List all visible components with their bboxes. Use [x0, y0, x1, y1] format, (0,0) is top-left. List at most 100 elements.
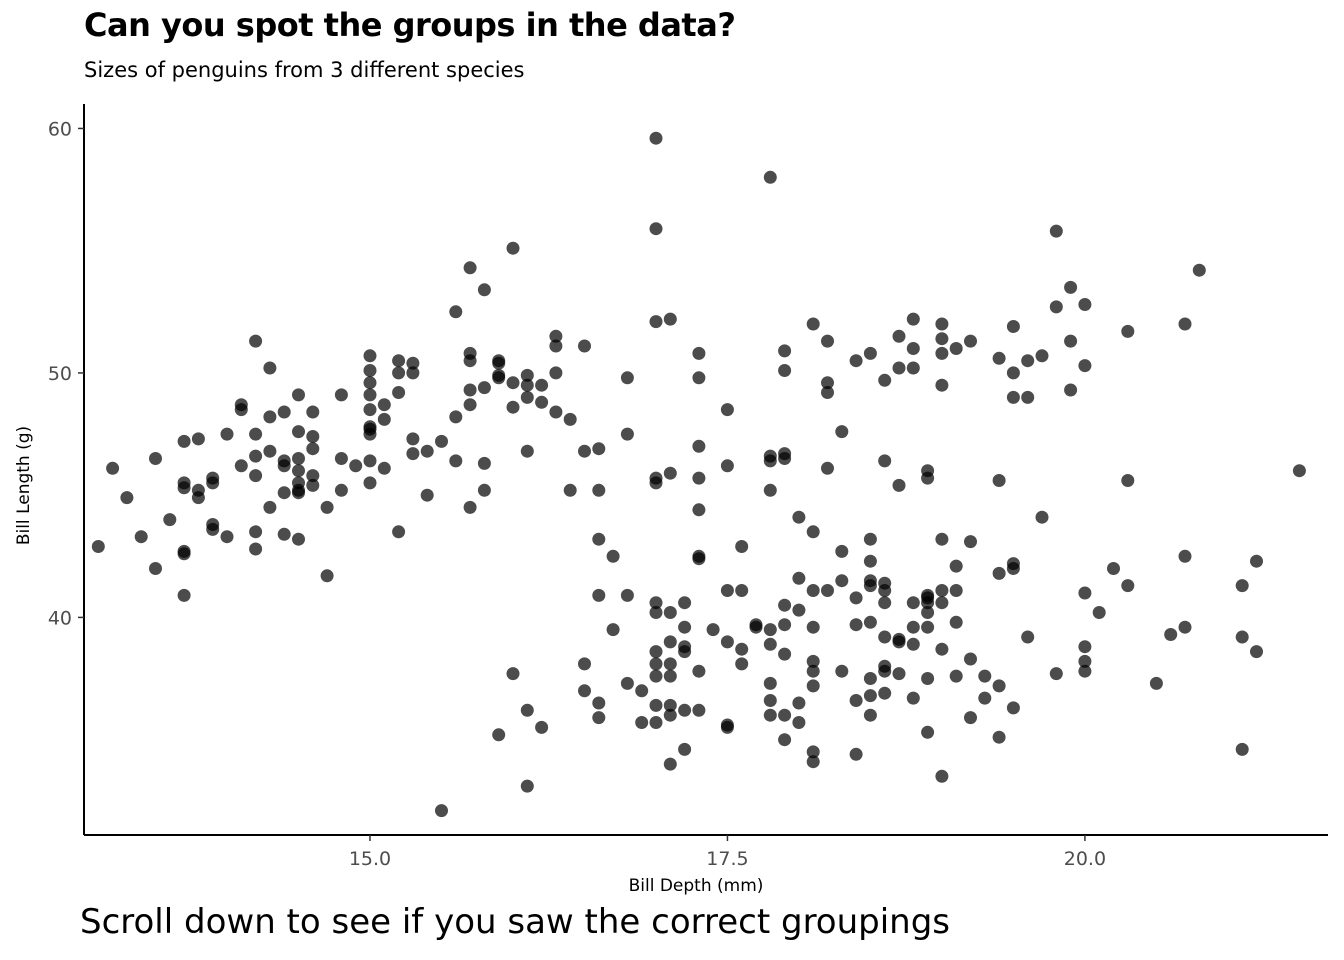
data-point — [306, 430, 320, 443]
data-point — [1021, 390, 1035, 404]
data-point — [234, 459, 248, 473]
data-point — [735, 642, 749, 656]
data-point — [935, 642, 949, 656]
data-point — [806, 654, 820, 668]
data-point — [377, 461, 391, 475]
data-point — [592, 442, 606, 456]
data-point — [935, 317, 949, 331]
data-point — [177, 434, 191, 448]
data-point — [849, 618, 863, 632]
data-point — [306, 469, 320, 483]
data-point — [863, 346, 877, 360]
data-point — [792, 716, 806, 729]
data-point — [706, 623, 720, 637]
data-point — [520, 703, 534, 717]
data-point — [878, 584, 892, 597]
data-point — [806, 317, 820, 331]
data-point — [678, 703, 692, 717]
data-point — [663, 698, 677, 712]
data-point — [563, 483, 577, 497]
data-point — [992, 679, 1006, 693]
data-point — [763, 623, 777, 637]
data-point — [234, 403, 248, 417]
data-point — [806, 755, 820, 769]
data-point — [249, 334, 263, 348]
data-point — [606, 549, 620, 563]
data-point — [120, 491, 134, 505]
data-point — [449, 454, 463, 468]
data-point — [306, 478, 320, 492]
data-point — [463, 354, 477, 368]
data-point — [306, 442, 320, 456]
data-point — [978, 669, 992, 683]
chart-title: Can you spot the groups in the data? — [84, 6, 736, 44]
y-tick-label: 40 — [48, 607, 72, 629]
data-point — [863, 672, 877, 685]
data-point — [849, 694, 863, 707]
data-point — [1006, 390, 1020, 404]
data-point — [692, 503, 706, 517]
data-point — [935, 596, 949, 610]
data-point — [477, 483, 491, 497]
data-point — [863, 532, 877, 546]
data-point — [1049, 224, 1063, 238]
data-point — [806, 664, 820, 678]
data-point — [1235, 742, 1249, 756]
data-point — [678, 742, 692, 756]
data-point — [720, 635, 734, 649]
data-point — [863, 554, 877, 568]
data-point — [392, 386, 406, 399]
data-point — [1121, 579, 1135, 593]
data-point — [849, 354, 863, 368]
data-point — [649, 669, 663, 683]
data-point — [220, 530, 234, 544]
data-point — [392, 366, 406, 380]
data-point — [806, 525, 820, 539]
data-point — [906, 691, 920, 705]
data-point — [578, 339, 591, 353]
data-point — [206, 476, 220, 490]
data-point — [849, 591, 863, 605]
data-point — [91, 540, 105, 553]
data-point — [320, 500, 334, 514]
data-point — [921, 672, 935, 685]
data-point — [149, 452, 162, 465]
data-point — [620, 588, 634, 602]
data-point — [720, 720, 734, 734]
data-point — [878, 596, 892, 610]
data-point — [592, 532, 606, 546]
data-point — [906, 620, 920, 634]
data-point — [878, 664, 892, 678]
data-point — [663, 657, 677, 671]
data-point — [1006, 562, 1020, 575]
data-point — [520, 378, 534, 392]
data-point — [520, 779, 534, 793]
x-tick-label: 15.0 — [349, 848, 391, 870]
data-point — [878, 630, 892, 644]
data-point — [1006, 701, 1020, 715]
data-point — [792, 696, 806, 710]
data-point — [935, 332, 949, 346]
data-point — [778, 598, 792, 612]
data-point — [592, 588, 606, 602]
data-point — [620, 676, 634, 690]
data-point — [1078, 586, 1092, 600]
data-point — [1006, 366, 1020, 380]
data-point — [277, 459, 291, 473]
data-point — [163, 513, 177, 527]
data-point — [892, 667, 906, 681]
data-point — [663, 606, 677, 619]
points-layer — [91, 131, 1306, 818]
data-point — [277, 405, 291, 419]
data-point — [1049, 300, 1063, 314]
data-point — [692, 552, 706, 566]
data-point — [720, 459, 734, 473]
data-point — [763, 637, 777, 651]
data-point — [1192, 263, 1206, 277]
data-point — [806, 745, 820, 759]
data-point — [592, 711, 606, 725]
data-point — [663, 635, 677, 649]
data-point — [106, 461, 120, 475]
data-point — [377, 412, 391, 426]
data-point — [406, 356, 420, 370]
